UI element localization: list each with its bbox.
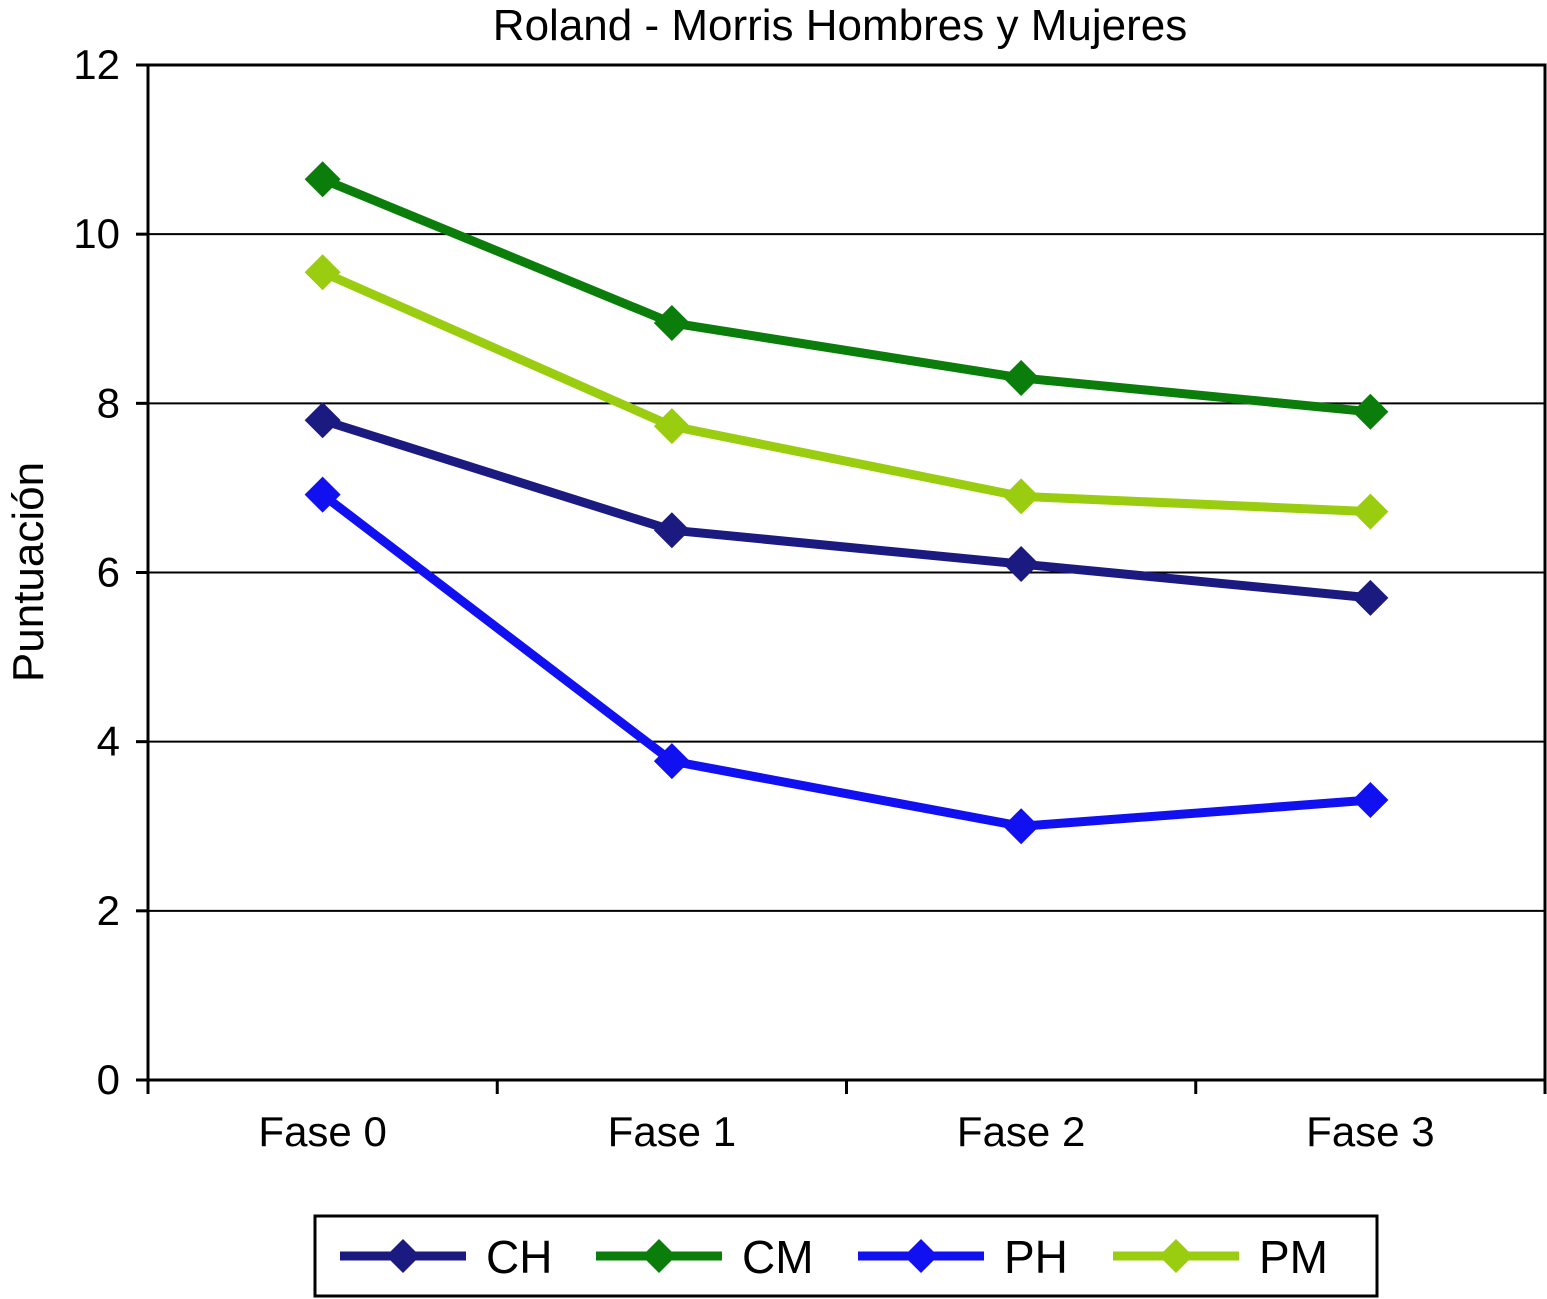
- chart-title: Roland - Morris Hombres y Mujeres: [493, 1, 1187, 50]
- series-cm: [304, 161, 1389, 430]
- y-tick-label: 2: [97, 887, 120, 934]
- data-point: [1352, 493, 1389, 530]
- data-point: [1003, 478, 1040, 515]
- series-ch: [304, 402, 1389, 616]
- legend-swatch-marker: [904, 1239, 938, 1273]
- x-tick-label: Fase 0: [258, 1108, 386, 1155]
- x-tick-label: Fase 2: [957, 1108, 1085, 1155]
- data-point: [304, 402, 341, 439]
- data-point: [304, 161, 341, 198]
- legend: CH CM PH PM: [313, 1214, 1379, 1298]
- data-point: [304, 476, 341, 513]
- legend-item-ch: CH: [340, 1231, 552, 1283]
- data-point: [653, 743, 690, 780]
- y-tick-label: 4: [97, 718, 120, 765]
- y-tick-label: 10: [73, 210, 120, 257]
- legend-swatch-marker: [386, 1239, 420, 1273]
- series-line: [320, 268, 1371, 517]
- data-point: [304, 254, 341, 291]
- legend-label: PM: [1259, 1231, 1328, 1283]
- series-pm: [304, 254, 1389, 530]
- data-point: [653, 304, 690, 341]
- data-point: [1003, 359, 1040, 396]
- legend-swatch-marker: [1159, 1239, 1193, 1273]
- legend-item-pm: PM: [1113, 1231, 1328, 1283]
- series-line: [319, 491, 1371, 831]
- x-tick-label: Fase 3: [1306, 1108, 1434, 1155]
- y-tick-label: 8: [97, 379, 120, 426]
- series-ph: [304, 476, 1389, 845]
- series-line: [321, 415, 1371, 603]
- legend-label: CH: [486, 1231, 552, 1283]
- data-point: [1352, 393, 1389, 430]
- y-axis-title: Puntuación: [4, 462, 53, 682]
- data-point: [1352, 782, 1389, 819]
- data-point: [653, 512, 690, 549]
- data-point: [1003, 546, 1040, 583]
- x-axis: Fase 0 Fase 1 Fase 2 Fase 3: [146, 1080, 1547, 1155]
- y-axis: 0 2 4 6 8 10 12: [73, 41, 148, 1103]
- legend-label: CM: [742, 1231, 814, 1283]
- y-tick-label: 0: [97, 1056, 120, 1103]
- data-point: [1003, 808, 1040, 845]
- series-line: [320, 175, 1371, 417]
- legend-item-cm: CM: [596, 1231, 814, 1283]
- x-tick-label: Fase 1: [608, 1108, 736, 1155]
- series-layer: [304, 161, 1389, 845]
- legend-swatch-marker: [642, 1239, 676, 1273]
- gridlines: [148, 233, 1545, 912]
- legend-item-ph: PH: [858, 1231, 1068, 1283]
- data-point: [1352, 579, 1389, 616]
- legend-label: PH: [1004, 1231, 1068, 1283]
- y-tick-label: 12: [73, 41, 120, 88]
- y-tick-label: 6: [97, 549, 120, 596]
- data-point: [653, 408, 690, 445]
